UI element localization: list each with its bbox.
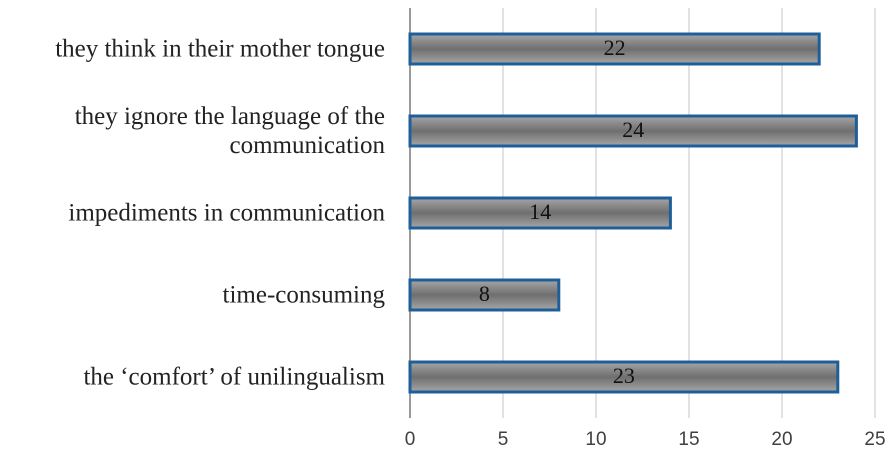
x-tick-label: 15 [678, 429, 699, 450]
bar [408, 360, 840, 394]
bar [408, 278, 561, 312]
bar [408, 196, 672, 230]
value-label: 8 [479, 281, 490, 306]
value-label: 14 [529, 199, 551, 224]
value-label: 22 [604, 35, 626, 60]
x-tick-label: 25 [864, 429, 885, 450]
category-label: impediments in communication [68, 199, 385, 227]
bar [408, 114, 858, 148]
x-tick-label: 10 [585, 429, 606, 450]
bar [408, 32, 821, 66]
value-label: 23 [613, 363, 635, 388]
x-tick-label: 20 [771, 429, 792, 450]
value-label: 24 [622, 117, 644, 142]
x-tick-label: 0 [405, 429, 416, 450]
category-label: time-consuming [222, 281, 385, 309]
category-label: they ignore the language of the communic… [74, 103, 385, 159]
x-tick-label: 5 [498, 429, 509, 450]
category-label: they think in their mother tongue [55, 35, 385, 63]
category-label: the ‘comfort’ of unilingualism [83, 363, 385, 391]
